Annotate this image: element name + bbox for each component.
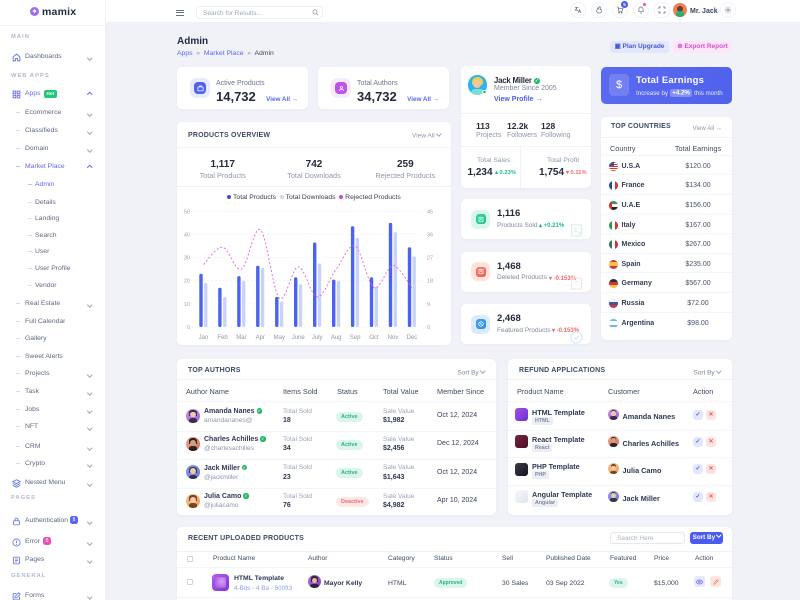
svg-text:50: 50	[184, 209, 190, 215]
svg-text:Mar: Mar	[236, 335, 246, 341]
svg-text:Feb: Feb	[217, 335, 228, 341]
svg-text:20: 20	[184, 279, 190, 285]
svg-text:18: 18	[427, 279, 433, 285]
svg-text:Sep: Sep	[350, 335, 361, 341]
svg-text:36: 36	[427, 232, 433, 238]
svg-text:May: May	[274, 335, 285, 341]
svg-text:Aug: Aug	[331, 335, 342, 341]
svg-text:Nov: Nov	[388, 335, 399, 341]
svg-text:0: 0	[427, 325, 430, 331]
svg-text:June: June	[292, 335, 306, 341]
svg-text:27: 27	[427, 256, 433, 262]
svg-text:0: 0	[187, 325, 190, 331]
svg-text:Oct: Oct	[369, 335, 379, 341]
svg-text:July: July	[312, 335, 323, 341]
svg-text:9: 9	[427, 302, 430, 308]
svg-text:Dec: Dec	[407, 335, 418, 341]
svg-text:45: 45	[427, 209, 433, 215]
svg-text:40: 40	[184, 232, 190, 238]
svg-text:Apr: Apr	[256, 335, 265, 341]
svg-text:Jan: Jan	[199, 335, 209, 341]
svg-text:10: 10	[184, 302, 190, 308]
svg-text:30: 30	[184, 256, 190, 262]
